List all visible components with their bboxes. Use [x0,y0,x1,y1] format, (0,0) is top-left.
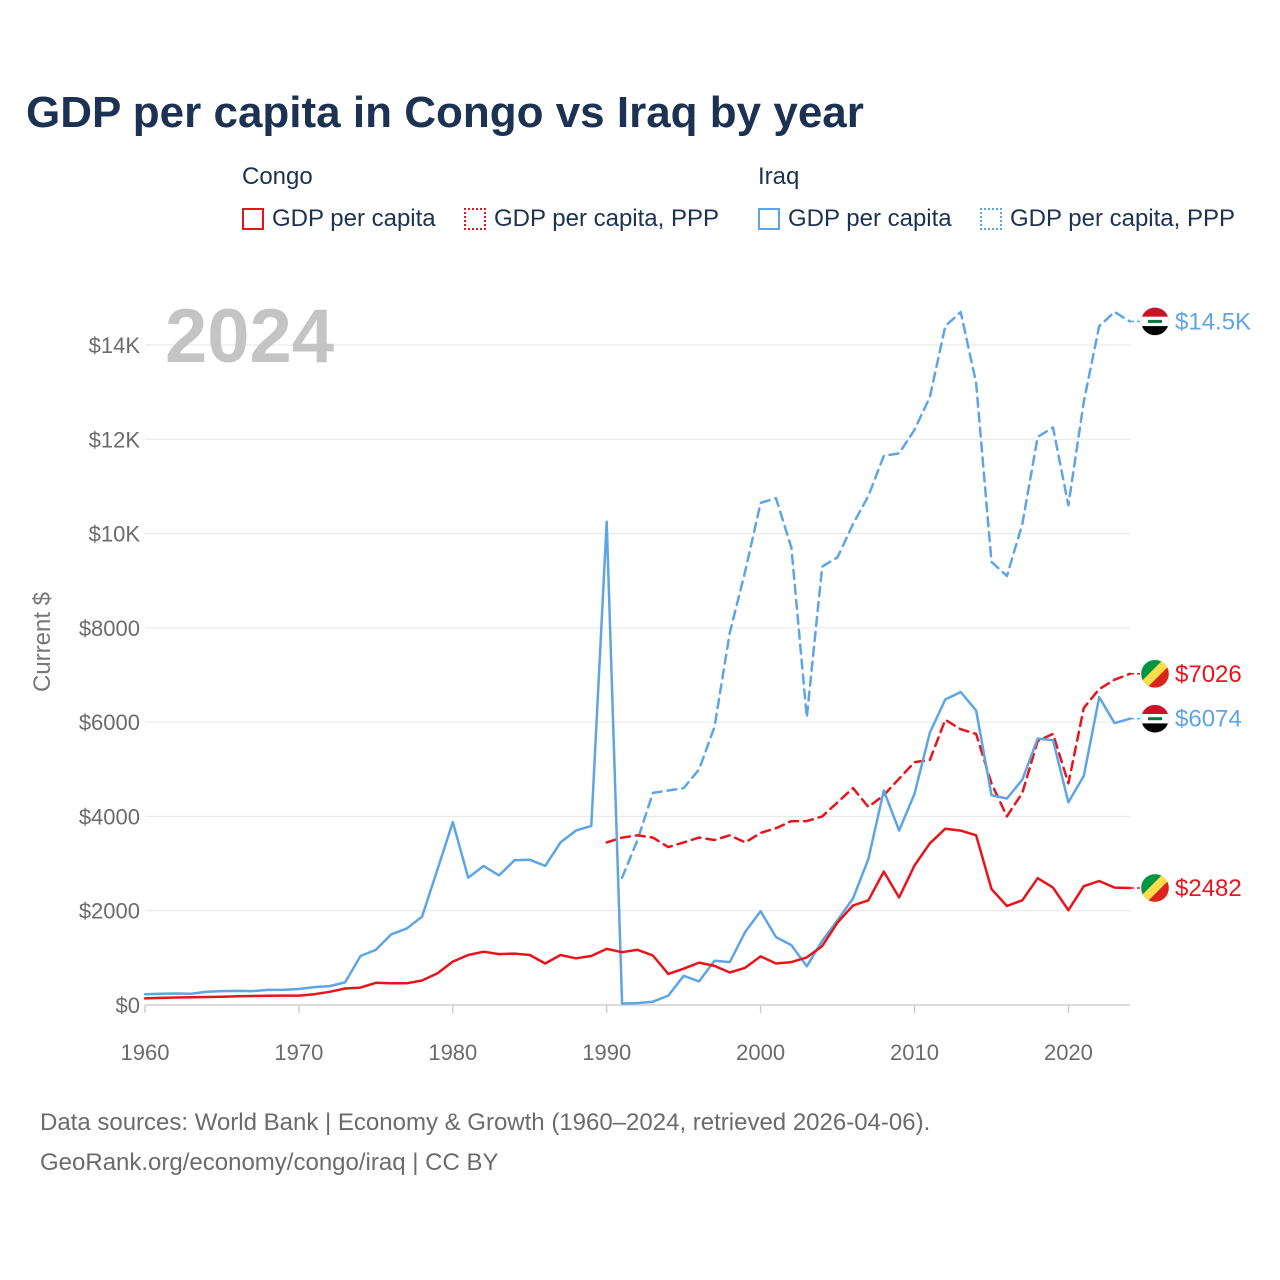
flag-triangle [1147,665,1169,688]
flag-band [1141,704,1169,715]
series-line-0 [620,310,1132,879]
flag-ring [1140,873,1170,903]
y-tick-label: $4000 [79,804,140,829]
end-value-label: $7026 [1175,661,1242,688]
flag-emblem [1148,717,1162,721]
footer-sources: Data sources: World Bank | Economy & Gro… [40,1109,931,1136]
legend-swatch-dotted-blue [980,208,1002,230]
axis-layer: $0 $2000 $4000 $6000 $8000 $10K $12K $14K 1960 19… [79,333,1093,1065]
x-tick-label: 2000 [736,1040,785,1065]
legend-swatch-solid-blue [758,208,780,230]
iraq-flag-icon [1140,307,1170,336]
x-tick-label: 1970 [274,1040,323,1065]
series-layer [143,310,1140,1005]
y-tick-label: $2000 [79,899,140,924]
iraq-flag-icon [1140,704,1170,733]
flag-band [1141,326,1169,336]
y-tick-label: $8000 [79,616,140,641]
y-tick-label: $10K [89,522,141,547]
legend-group-congo: Congo [242,163,313,190]
legend-group-iraq: Iraq [758,163,800,190]
legend-iraq-gdp-ppp[interactable]: GDP per capita, PPP [980,205,1235,233]
series-line-3 [143,827,1132,1000]
series-line-2 [143,520,1132,1005]
end-value-label: $14.5K [1175,308,1251,335]
end-value-label: $2482 [1175,875,1242,902]
congo-flag-icon [1140,659,1170,689]
footer-attribution[interactable]: GeoRank.org/economy/congo/iraq | CC BY [40,1149,499,1176]
flag-triangle [1141,659,1163,682]
x-tick-label: 1960 [121,1040,170,1065]
flag-ring [1140,659,1170,689]
legend-congo-gdp-ppp[interactable]: GDP per capita, PPP [464,205,719,233]
y-tick-label: $0 [116,993,140,1018]
flag-band [1141,307,1169,317]
x-tick-label: 1990 [582,1040,631,1065]
grid-layer [145,344,1130,1006]
legend-iraq-gdp[interactable]: GDP per capita [758,205,952,233]
y-tick-label: $6000 [79,710,140,735]
flag-triangle [1147,880,1169,902]
congo-flag-icon [1140,873,1170,903]
flag-emblem [1148,319,1162,323]
end-value-label: $6074 [1175,706,1242,733]
y-tick-label: $14K [89,333,141,358]
flag-ring [1140,704,1170,733]
legend-swatch-solid-red [242,208,264,230]
legend-swatch-dotted-red [464,208,486,230]
chart-title: GDP per capita in Congo vs Iraq by year [26,88,864,137]
legend-label: GDP per capita [272,205,436,232]
year-overlay-label: 2024 [165,294,334,379]
series-line-1 [605,672,1132,849]
flag-band [1141,723,1169,733]
x-tick-label: 2020 [1044,1040,1093,1065]
end-label-layer: $14.5K $7026 $6074 $2482 [1140,307,1251,903]
legend-label: GDP per capita [788,205,952,232]
legend-congo-gdp[interactable]: GDP per capita [242,205,436,233]
flag-triangle [1141,874,1163,896]
x-tick-label: 2010 [890,1040,939,1065]
x-tick-label: 1980 [428,1040,477,1065]
flag-ring [1140,307,1170,336]
y-tick-label: $12K [89,427,141,452]
legend-label: GDP per capita, PPP [1010,205,1235,232]
legend-label: GDP per capita, PPP [494,205,719,232]
y-axis-title: Current $ [29,592,56,692]
